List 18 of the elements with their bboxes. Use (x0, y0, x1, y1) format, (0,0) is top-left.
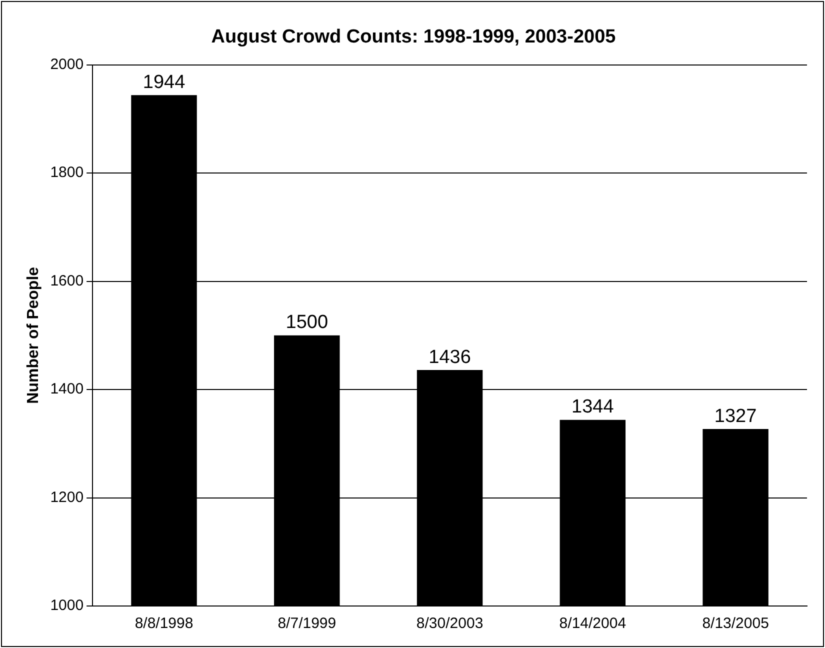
y-tick-label: 1200 (50, 488, 84, 506)
data-label: 1344 (572, 396, 614, 418)
y-axis-title: Number of People (25, 266, 42, 404)
data-label: 1436 (428, 346, 471, 368)
data-label: 1327 (714, 406, 757, 427)
x-tick-label: 8/30/2003 (416, 615, 484, 632)
y-tick-label: 1600 (50, 272, 84, 290)
y-tick-label: 1800 (50, 164, 84, 182)
chart-title: August Crowd Counts: 1998-1999, 2003-2005 (211, 26, 616, 48)
x-tick-label: 8/14/2004 (559, 615, 626, 632)
y-tick-label: 1400 (50, 380, 84, 398)
x-tick-label: 8/7/1999 (278, 615, 336, 632)
data-label: 1944 (142, 72, 186, 93)
x-tick-label: 8/13/2005 (702, 615, 769, 632)
y-tick-label: 2000 (50, 56, 84, 73)
y-tick-label: 1000 (50, 597, 84, 614)
data-label: 1500 (286, 312, 328, 334)
x-tick-label: 8/8/1998 (134, 615, 194, 632)
